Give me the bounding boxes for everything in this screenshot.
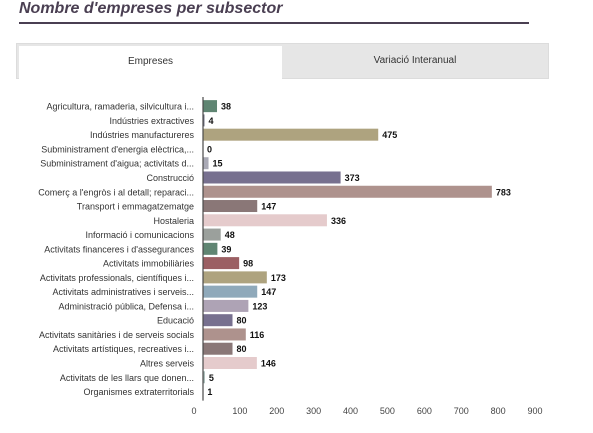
category-label: Activitats de les llars que donen... [60,373,194,383]
category-label: Informació i comunicacions [85,230,194,240]
data-label: 116 [250,330,265,340]
data-label: 123 [252,301,267,311]
bar [203,100,218,113]
category-label: Transport i emmagatzematge [77,202,194,212]
bar [203,271,267,284]
title-divider [19,22,529,24]
bar [203,257,240,270]
data-label: 147 [261,202,276,212]
category-label: Indústries extractives [109,116,194,126]
data-label: 5 [209,373,214,383]
page-title: Nombre d'empreses per subsector [19,0,283,17]
data-label: 146 [261,358,276,368]
category-label: Administració pública, Defensa i... [58,301,194,311]
bar [203,342,233,355]
category-label: Activitats immobiliàries [103,259,195,269]
x-tick-label: 700 [454,406,469,416]
x-tick-label: 100 [232,406,247,416]
x-tick-label: 200 [269,406,284,416]
data-label: 475 [382,130,397,140]
bar [203,228,221,241]
data-label: 98 [243,259,253,269]
data-label: 173 [271,273,286,283]
data-label: 80 [237,316,247,326]
data-label: 39 [221,244,231,254]
bar [203,214,327,227]
category-label: Altres serveis [140,358,195,368]
category-label: Activitats sanitàries i de serveis socia… [39,330,195,340]
data-label: 38 [221,102,231,112]
data-label: 48 [225,230,235,240]
category-label: Construcció [146,173,194,183]
bar [203,171,341,184]
bar [203,242,218,255]
bar [203,185,492,198]
category-label: Activitats financeres i d'assegurances [44,244,194,254]
x-tick-label: 900 [527,406,542,416]
category-label: Activitats artístiques, recreatives i... [53,344,194,354]
category-label: Organismes extraterritorials [83,387,194,397]
data-label: 4 [208,116,213,126]
category-label: Agricultura, ramaderia, silvicultura i..… [46,102,194,112]
bar [203,200,258,213]
category-label: Activitats administratives i serveis... [52,287,194,297]
bar [203,371,205,384]
category-label: Comerç a l'engròs i al detall; reparaci.… [38,187,194,197]
bar [203,114,205,127]
data-label: 373 [345,173,360,183]
category-label: Indústries manufactureres [90,130,195,140]
category-label: Hostaleria [153,216,194,226]
bar [203,314,233,327]
data-label: 147 [261,287,276,297]
bar [203,328,246,341]
data-label: 1 [207,387,212,397]
bar [203,299,249,312]
tab-bar: Empreses Variació Interanual [16,43,549,79]
x-tick-label: 600 [417,406,432,416]
category-label: Activitats professionals, científiques i… [40,273,194,283]
x-tick-label: 300 [306,406,321,416]
x-tick-label: 0 [191,406,196,416]
x-tick-label: 400 [343,406,358,416]
data-label: 80 [237,344,247,354]
x-tick-label: 500 [380,406,395,416]
tab-variacio-interanual[interactable]: Variació Interanual [373,55,457,66]
x-tick-label: 800 [491,406,506,416]
data-label: 0 [207,144,212,154]
bar [203,128,379,141]
data-label: 336 [331,216,346,226]
data-label: 15 [213,159,223,169]
tab-empreses[interactable]: Empreses [19,46,282,79]
category-label: Subministrament d'aigua; activitats d... [40,159,194,169]
category-label: Educació [157,316,194,326]
bar [203,356,257,369]
category-label: Subministrament d'energia elèctrica,... [41,144,194,154]
data-label: 783 [496,187,511,197]
bar [203,157,209,170]
bar [203,285,258,298]
